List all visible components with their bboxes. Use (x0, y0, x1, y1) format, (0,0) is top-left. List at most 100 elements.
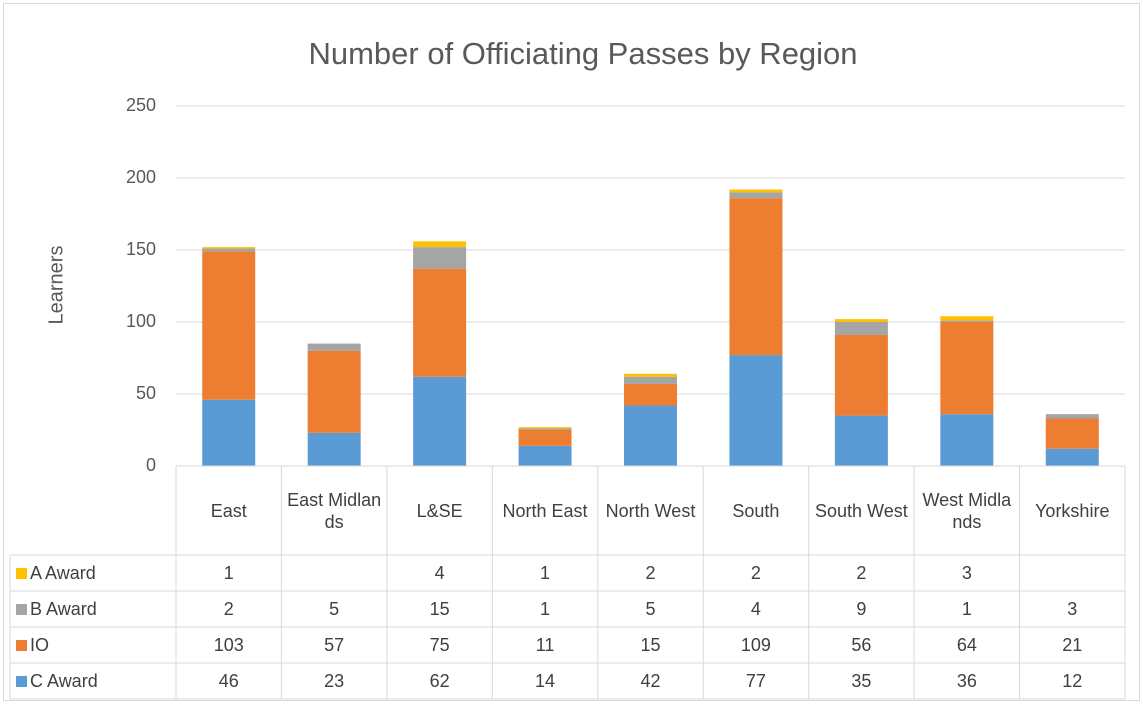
bar-segment (307, 350, 361, 433)
legend-entry: A Award (10, 555, 176, 591)
bar-segment (940, 414, 994, 466)
table-value: 15 (640, 635, 661, 655)
y-axis-label: Learners (45, 246, 67, 325)
legend-label: C Award (30, 671, 98, 691)
bar-segment (624, 373, 677, 377)
y-tick-label: 250 (126, 95, 156, 115)
table-value: 2 (645, 563, 656, 583)
category-label: South West (815, 500, 908, 521)
chart-title: Number of Officiating Passes by Region (308, 36, 857, 71)
bar-segment (1045, 418, 1099, 449)
bar-segment (307, 343, 361, 351)
y-tick-label: 50 (136, 383, 156, 403)
table-value: 11 (535, 635, 555, 655)
table-value: 36 (956, 671, 977, 691)
legend-entry: IO (10, 627, 176, 663)
table-value: 62 (429, 671, 450, 691)
bar-segment (518, 428, 572, 430)
bar-segment (940, 322, 994, 415)
legend-swatch (16, 639, 27, 651)
table-value: 2 (750, 563, 761, 583)
category-label: East (210, 500, 247, 521)
table-value: 75 (429, 635, 450, 655)
y-tick-label: 0 (146, 455, 156, 475)
table-value: 57 (324, 635, 345, 655)
table-value: 23 (324, 671, 345, 691)
table-value: 9 (856, 599, 867, 619)
bar-segment (729, 198, 783, 356)
bar-segment (413, 247, 467, 269)
bar-segment (202, 399, 256, 466)
bar-segment (624, 405, 677, 466)
table-value: 12 (1062, 671, 1083, 691)
category-label: L&SE (416, 500, 463, 521)
y-tick-label: 100 (126, 311, 156, 331)
bar-segment (202, 248, 256, 252)
table-value: 14 (535, 671, 556, 691)
y-tick-label: 150 (126, 239, 156, 259)
bar-segment (729, 192, 783, 199)
bar-segment (1045, 414, 1099, 419)
legend-label: IO (30, 635, 50, 655)
table-value: 46 (218, 671, 239, 691)
bar-segment (202, 251, 256, 400)
bar-segment (1045, 448, 1099, 466)
bar-segment (202, 247, 256, 249)
chart-border (3, 3, 1140, 701)
table-value: 4 (434, 563, 445, 583)
legend-label: A Award (30, 563, 96, 583)
category-label: North East (502, 500, 588, 521)
bar-segment (624, 383, 677, 406)
table-value: 77 (745, 671, 766, 691)
bar-segment (834, 415, 888, 466)
bar-segment (834, 322, 888, 335)
category-label: West Midlands (922, 489, 1012, 532)
table-value: 103 (213, 635, 244, 655)
bar-segment (729, 189, 783, 193)
table-value: 4 (750, 599, 761, 619)
table-value: 42 (640, 671, 661, 691)
table-value: 3 (1067, 599, 1078, 619)
table-value: 35 (851, 671, 872, 691)
table-value: 1 (540, 563, 551, 583)
category-label: North West (605, 500, 696, 521)
bar-segment (729, 355, 783, 466)
table-value: 109 (740, 635, 771, 655)
table-value: 1 (961, 599, 972, 619)
table-value: 3 (961, 563, 972, 583)
bar-segment (413, 376, 467, 466)
legend-swatch (16, 603, 27, 615)
table-value: 15 (429, 599, 450, 619)
category-label: South (732, 500, 780, 521)
table-value: 1 (540, 599, 551, 619)
legend-entry: C Award (10, 663, 176, 699)
table-value: 1 (223, 563, 234, 583)
bar-segment (940, 320, 994, 322)
legend-entry: B Award (10, 591, 176, 627)
table-value: 64 (956, 635, 977, 655)
bar-segment (518, 427, 572, 429)
table-value: 5 (645, 599, 656, 619)
table-value: 56 (851, 635, 872, 655)
table-value: 21 (1062, 635, 1083, 655)
y-tick-label: 200 (126, 167, 156, 187)
legend-label: B Award (30, 599, 97, 619)
table-value: 2 (856, 563, 867, 583)
bar-segment (518, 445, 572, 466)
category-label: East Midlands (287, 489, 382, 532)
bar-segment (834, 334, 888, 416)
bar-segment (518, 430, 572, 446)
bar-segment (413, 268, 467, 377)
category-label: Yorkshire (1035, 500, 1110, 521)
table-value: 5 (329, 599, 340, 619)
legend-swatch (16, 567, 27, 579)
legend-swatch (16, 675, 27, 687)
bar-segment (307, 432, 361, 466)
bar-segment (413, 241, 467, 248)
bar-segment (834, 319, 888, 322)
table-value: 2 (223, 599, 234, 619)
bar-segment (940, 316, 994, 321)
bar-segment (624, 376, 677, 384)
